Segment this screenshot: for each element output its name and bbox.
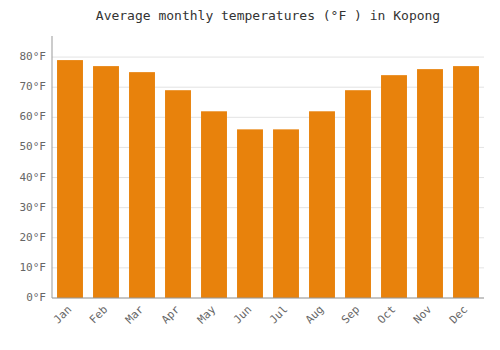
y-tick-label: 40°F: [20, 171, 47, 184]
x-tick-label: Oct: [375, 303, 398, 326]
y-tick-label: 10°F: [20, 261, 47, 274]
title: Average monthly temperatures (°F ) in Ko…: [96, 8, 440, 23]
bar: [417, 69, 443, 298]
bars: [57, 60, 479, 298]
y-tick-label: 0°F: [26, 291, 46, 304]
bar: [453, 66, 479, 298]
y-tick-label: 50°F: [20, 140, 47, 153]
x-tick-label: Dec: [447, 303, 470, 326]
x-tick-label: Feb: [87, 303, 110, 326]
x-axis-line: [52, 298, 484, 299]
x-tick-label: Mar: [123, 303, 147, 327]
x-axis: Jan Feb Mar Apr May Jun Jul Aug Sep Oct Nov Dec: [51, 298, 484, 326]
chart: 0°F 10°F 20°F 30°F 40°F 50°F 60°F 70°F 80°F Jan Fe…: [0, 0, 500, 350]
bar: [381, 75, 407, 298]
bar: [57, 60, 83, 298]
bar: [273, 129, 299, 298]
y-axis: 0°F 10°F 20°F 30°F 40°F 50°F 60°F 70°F 80°F: [20, 36, 53, 304]
x-tick-label: May: [195, 303, 219, 327]
x-tick-label: Jan: [51, 303, 74, 326]
grid-line: [52, 298, 484, 299]
x-tick-label: Apr: [159, 303, 183, 327]
x-tick-label: Sep: [339, 303, 362, 326]
x-tick-label: Jun: [231, 303, 254, 326]
bar: [129, 72, 155, 298]
y-tick-label: 30°F: [20, 201, 47, 214]
x-tick-label: Aug: [303, 303, 326, 326]
bar: [201, 111, 227, 298]
x-tick-label: Jul: [267, 303, 290, 326]
bar: [345, 90, 371, 298]
bar: [165, 90, 191, 298]
y-tick-label: 70°F: [20, 80, 47, 93]
y-tick-label: 60°F: [20, 110, 47, 123]
chart-container: 0°F 10°F 20°F 30°F 40°F 50°F 60°F 70°F 80°F Jan Fe…: [0, 0, 500, 350]
x-tick-label: Nov: [411, 303, 435, 327]
bar: [309, 111, 335, 298]
y-axis-line: [52, 36, 53, 298]
bar: [237, 129, 263, 298]
grid-line: [52, 57, 484, 58]
grid: [52, 57, 484, 298]
bar: [93, 66, 119, 298]
y-tick-label: 80°F: [20, 50, 47, 63]
y-tick-label: 20°F: [20, 231, 47, 244]
